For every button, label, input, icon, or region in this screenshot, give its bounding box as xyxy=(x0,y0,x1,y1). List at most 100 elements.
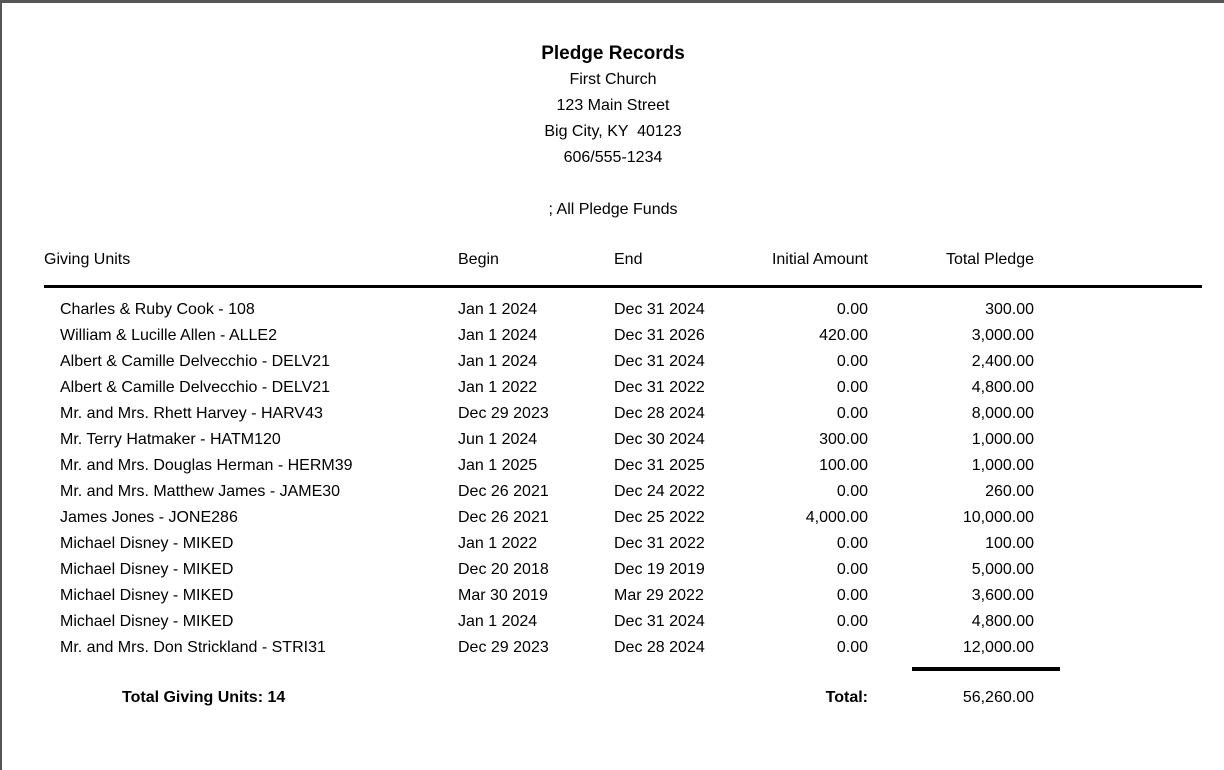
cell-initial: 100.00 xyxy=(819,457,868,474)
column-header-end: End xyxy=(614,247,746,288)
cell-initial: 300.00 xyxy=(819,431,868,448)
cell-unit: Mr. and Mrs. Matthew James - JAME30 xyxy=(60,483,341,500)
cell-initial: 0.00 xyxy=(836,613,868,630)
cell-end: Dec 31 2024 xyxy=(614,353,705,370)
cell-filler xyxy=(1034,531,1202,557)
cell-unit: Charles & Ruby Cook - 108 xyxy=(60,301,255,318)
cell-filler xyxy=(1034,323,1202,349)
phone-number: 606/555-1234 xyxy=(563,149,663,166)
cell-total: 300.00 xyxy=(985,301,1034,318)
cell-filler xyxy=(1034,479,1202,505)
cell-begin: Jan 1 2024 xyxy=(458,301,538,318)
total-label: Total: xyxy=(825,689,868,706)
cell-begin: Jan 1 2024 xyxy=(458,613,538,630)
column-header-begin: Begin xyxy=(458,247,614,288)
cell-end: Dec 24 2022 xyxy=(614,483,705,500)
cell-filler xyxy=(1034,635,1202,661)
cell-unit: Michael Disney - MIKED xyxy=(60,561,234,578)
cell-initial: 0.00 xyxy=(836,639,868,656)
cell-unit: Albert & Camille Delvecchio - DELV21 xyxy=(60,379,331,396)
cell-initial: 0.00 xyxy=(836,379,868,396)
cell-begin: Dec 26 2021 xyxy=(458,509,549,526)
cell-total: 4,800.00 xyxy=(971,613,1034,630)
grand-total-underline xyxy=(912,667,1060,671)
cell-filler xyxy=(1034,349,1202,375)
cell-filler xyxy=(1034,505,1202,531)
report-title: Pledge Records xyxy=(541,43,685,64)
cell-begin: Jan 1 2024 xyxy=(458,327,538,344)
cell-initial: 4,000.00 xyxy=(805,509,868,526)
cell-begin: Dec 20 2018 xyxy=(458,561,549,578)
cell-total: 2,400.00 xyxy=(971,353,1034,370)
cell-unit: Mr. and Mrs. Don Strickland - STRI31 xyxy=(60,639,326,656)
table-row: Michael Disney - MIKED Jan 1 2022 Dec 31 2… xyxy=(44,531,1202,557)
cell-unit: Mr. and Mrs. Douglas Herman - HERM39 xyxy=(60,457,353,474)
pledge-table: Giving Units Begin End Initial Amount To… xyxy=(44,247,1202,661)
cell-end: Mar 29 2022 xyxy=(614,587,704,604)
cell-end: Dec 31 2024 xyxy=(614,613,705,630)
table-row: Mr. and Mrs. Rhett Harvey - HARV43 Dec 29… xyxy=(44,401,1202,427)
cell-initial: 0.00 xyxy=(836,353,868,370)
cell-unit: Michael Disney - MIKED xyxy=(60,587,234,604)
table-row: Michael Disney - MIKED Mar 30 2019 Mar 29 … xyxy=(44,583,1202,609)
cell-end: Dec 30 2024 xyxy=(614,431,705,448)
cell-begin: Jan 1 2024 xyxy=(458,353,538,370)
table-row: Mr. and Mrs. Douglas Herman - HERM39 Jan … xyxy=(44,453,1202,479)
cell-unit: Albert & Camille Delvecchio - DELV21 xyxy=(60,353,331,370)
address-line-2: Big City, KY 40123 xyxy=(544,123,682,140)
cell-begin: Jan 1 2022 xyxy=(458,379,538,396)
totals-row: Total Giving Units: 14 Total: 56,260.00 xyxy=(2,685,1224,711)
cell-total: 1,000.00 xyxy=(971,431,1034,448)
table-row: Mr. and Mrs. Matthew James - JAME30 Dec 2… xyxy=(44,479,1202,505)
table-row: Michael Disney - MIKED Jan 1 2024 Dec 31 2… xyxy=(44,609,1202,635)
cell-total: 260.00 xyxy=(985,483,1034,500)
cell-begin: Dec 29 2023 xyxy=(458,639,549,656)
table-row: Albert & Camille Delvecchio - DELV21 Jan … xyxy=(44,349,1202,375)
cell-end: Dec 31 2024 xyxy=(614,301,705,318)
cell-initial: 0.00 xyxy=(836,483,868,500)
total-amount: 56,260.00 xyxy=(962,689,1034,706)
table-row: Albert & Camille Delvecchio - DELV21 Jan … xyxy=(44,375,1202,401)
cell-unit: William & Lucille Allen - ALLE2 xyxy=(60,327,277,344)
cell-total: 3,600.00 xyxy=(971,587,1034,604)
cell-unit: James Jones - JONE286 xyxy=(60,509,238,526)
address-line-1: 123 Main Street xyxy=(556,97,670,114)
column-header-giving-units: Giving Units xyxy=(44,247,458,288)
column-header-total-pledge: Total Pledge xyxy=(868,247,1034,288)
cell-begin: Dec 26 2021 xyxy=(458,483,549,500)
table-row: Mr. and Mrs. Don Strickland - STRI31 Dec … xyxy=(44,635,1202,661)
cell-unit: Michael Disney - MIKED xyxy=(60,613,234,630)
report-header: Pledge Records First Church 123 Main Str… xyxy=(2,41,1224,171)
cell-unit: Michael Disney - MIKED xyxy=(60,535,234,552)
table-header-row: Giving Units Begin End Initial Amount To… xyxy=(44,247,1202,288)
cell-end: Dec 19 2019 xyxy=(614,561,705,578)
table-row: James Jones - JONE286 Dec 26 2021 Dec 25 2… xyxy=(44,505,1202,531)
total-giving-units-label: Total Giving Units: 14 xyxy=(122,689,286,706)
cell-begin: Dec 29 2023 xyxy=(458,405,549,422)
cell-initial: 0.00 xyxy=(836,405,868,422)
table-row: Mr. Terry Hatmaker - HATM120 Jun 1 2024 De… xyxy=(44,427,1202,453)
cell-initial: 0.00 xyxy=(836,587,868,604)
cell-total: 8,000.00 xyxy=(971,405,1034,422)
cell-total: 12,000.00 xyxy=(962,639,1034,656)
cell-end: Dec 31 2022 xyxy=(614,379,705,396)
cell-total: 100.00 xyxy=(985,535,1034,552)
column-header-initial-amount: Initial Amount xyxy=(746,247,868,288)
cell-begin: Jun 1 2024 xyxy=(458,431,538,448)
cell-filler xyxy=(1034,557,1202,583)
cell-filler xyxy=(1034,609,1202,635)
cell-initial: 420.00 xyxy=(819,327,868,344)
cell-filler xyxy=(1034,287,1202,324)
cell-initial: 0.00 xyxy=(836,561,868,578)
cell-end: Dec 31 2026 xyxy=(614,327,705,344)
cell-begin: Jan 1 2022 xyxy=(458,535,538,552)
column-header-filler xyxy=(1034,247,1202,288)
cell-end: Dec 28 2024 xyxy=(614,639,705,656)
table-row: Charles & Ruby Cook - 108 Jan 1 2024 Dec 3… xyxy=(44,287,1202,324)
cell-filler xyxy=(1034,375,1202,401)
table-row: Michael Disney - MIKED Dec 20 2018 Dec 19 … xyxy=(44,557,1202,583)
cell-filler xyxy=(1034,401,1202,427)
cell-filler xyxy=(1034,453,1202,479)
cell-total: 3,000.00 xyxy=(971,327,1034,344)
